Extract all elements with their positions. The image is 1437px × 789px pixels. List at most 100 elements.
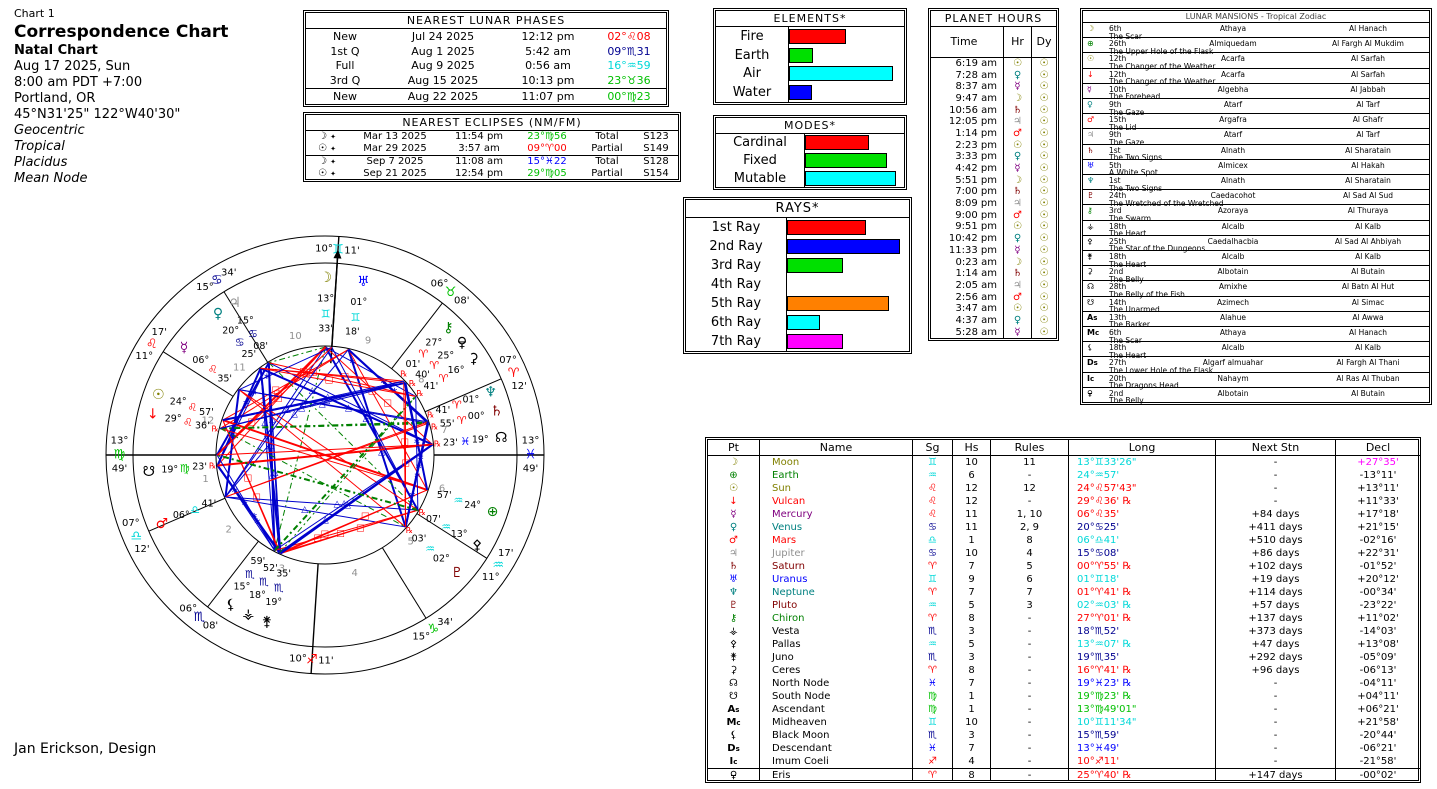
setting-zodiac-center: Geocentric xyxy=(14,123,85,138)
point-name-cell: Black Moon xyxy=(760,729,913,742)
ray-bar xyxy=(787,239,900,254)
hour-planet: ♀ xyxy=(1003,69,1031,81)
next-station-cell: +510 days xyxy=(1216,534,1336,547)
cusp-12-degree: 11° xyxy=(135,351,153,362)
venus-sign-icon: ♋ xyxy=(235,336,245,349)
venus-icon: ♀ xyxy=(1013,233,1022,245)
black-moon-degree: 15° xyxy=(234,582,251,593)
house-cell: 8 xyxy=(953,664,991,677)
mansion-ordinal: 6th xyxy=(1109,24,1122,33)
cusp-1-sign-icon: ♍ xyxy=(114,448,126,463)
hour-time: 3:33 pm xyxy=(955,151,997,163)
solar-eclipse-icon: ☉ ✦ xyxy=(317,167,337,179)
longitude-cell: 02°♒03' ℞ xyxy=(1069,599,1216,612)
mansion-arabic-name: Al Batn Al Hut xyxy=(1341,282,1395,292)
earth-icon: ⊕ xyxy=(729,470,738,481)
setting-zodiac: Tropical xyxy=(14,139,65,154)
aspect-line xyxy=(222,419,282,554)
aspect-line xyxy=(268,346,326,364)
aspect-marker-icon: □ xyxy=(400,437,409,447)
mercury-degree: 06° xyxy=(192,355,209,366)
south-node-sign-icon: ♍ xyxy=(180,462,190,475)
lunar-mansion-row: ⚷ 3rd Azoraya Al Thuraya The Swarm xyxy=(1083,204,1429,222)
aspect-line xyxy=(324,346,419,511)
rules-cell: - xyxy=(991,612,1069,625)
eclipse-date: Mar 29 2025 xyxy=(363,143,427,155)
declination-cell: +06°21' xyxy=(1357,704,1399,715)
aspect-line xyxy=(238,389,419,511)
sun-icon: ☉ xyxy=(1039,186,1049,198)
planet-hour-row: 4:42 pm ☿ ☉ xyxy=(931,162,1056,175)
aspect-line xyxy=(238,346,333,391)
house-cell: 3 xyxy=(953,729,991,742)
midheaven-arrowhead xyxy=(333,249,342,259)
mars-sign-icon: ♎ xyxy=(190,503,200,516)
hour-time: 9:47 am xyxy=(955,92,997,104)
mansion-name: Almicex xyxy=(1218,160,1248,170)
declination-cell: -06°13' xyxy=(1359,665,1397,676)
element-bar xyxy=(789,47,813,63)
ray-label: 2nd Ray xyxy=(709,239,763,254)
next-station-cell: +96 days xyxy=(1216,664,1336,677)
eclipses-rows: ☽ ✦ Mar 13 2025 11:54 pm 23°♍56 Total S123 ☉ ✦… xyxy=(306,131,678,179)
mansion-name: Athaya xyxy=(1219,24,1247,33)
house-number-8: 8 xyxy=(418,375,424,386)
phase-time: 5:42 am xyxy=(525,44,571,58)
neptune-minute: 41' xyxy=(435,405,450,416)
point-glyph-cell: ↓ xyxy=(708,495,760,508)
lunar-mansion-row: Ic 20th Nahaym Al Ras Al Thuban The Dragons … xyxy=(1083,371,1429,389)
aspect-marker-icon: △ xyxy=(319,399,326,409)
element-row: Fire xyxy=(716,27,904,46)
day-planet: ☉ xyxy=(1031,209,1056,222)
mansion-arabic-name: Al Kalb xyxy=(1355,252,1381,262)
hour-planet: ♄ xyxy=(1003,104,1031,116)
column-header-name: Name xyxy=(760,440,913,456)
aspect-line xyxy=(220,427,428,491)
declination-cell: -13°11' xyxy=(1359,470,1397,481)
hour-time: 4:42 pm xyxy=(955,163,997,175)
aspect-line xyxy=(225,496,406,528)
point-name-cell: Mars xyxy=(760,534,913,547)
black-moon-sign-icon: ♏ xyxy=(245,568,255,581)
aspect-line xyxy=(403,380,428,491)
vesta-icon: ⚶ xyxy=(1087,221,1094,231)
modes-title: MODES* xyxy=(716,118,904,134)
eclipse-time: 12:54 pm xyxy=(454,167,504,179)
aspect-marker-icon: △ xyxy=(363,414,370,424)
point-glyph-cell: ⚴ xyxy=(708,638,760,651)
planet-hours-rows: 6:19 am ☉ ☉ 7:28 am ♀ ☉ 8:37 am ☿ ☉ 9:47 am ☽ ☉ 10:5… xyxy=(931,57,1056,338)
sign-cell: ♒ xyxy=(913,469,953,482)
point-name-cell: Mercury xyxy=(760,508,913,521)
lunar-mansion-row: ♀ 9th Atarf Al Tarf The Gaze xyxy=(1083,98,1429,116)
pluto-sign-icon: ♒ xyxy=(425,542,435,555)
aspect-marker-icon: △ xyxy=(269,415,276,425)
mercury-minute: 35' xyxy=(217,373,232,384)
day-planet: ☉ xyxy=(1031,115,1056,128)
sun-icon: ☉ xyxy=(1039,268,1049,280)
mansion-meaning: The Swarm xyxy=(1109,213,1152,223)
house-cell: 11 xyxy=(953,508,991,521)
lunar-mansions-title: LUNAR MANSIONS - Tropical Zodiac xyxy=(1083,11,1429,23)
sun-icon: ☉ xyxy=(152,387,165,403)
mansion-ordinal: 9th xyxy=(1109,130,1122,140)
venus-icon: ♀ xyxy=(213,306,223,322)
pallas-degree: 13° xyxy=(451,529,468,540)
sun-icon: ☉ xyxy=(1039,139,1049,151)
lunar-mansion-row: ♇ 24th Caedacohot Al Sad Al Sud The Wretched… xyxy=(1083,189,1429,207)
eris-icon: ♀ xyxy=(457,335,467,351)
declination-cell: +13°08' xyxy=(1357,639,1399,650)
house-number-11: 11 xyxy=(233,363,246,374)
longitude-cell: 10°♊11'34" xyxy=(1069,716,1216,729)
cusp-6-minute: 17' xyxy=(498,548,513,559)
day-planet: ☉ xyxy=(1031,314,1056,327)
hour-planet: ♄ xyxy=(1003,186,1031,198)
mansion-ordinal: 6th xyxy=(1109,328,1122,338)
rules-cell: 8 xyxy=(991,534,1069,547)
house-cusp-4 xyxy=(310,563,319,674)
vulcan-icon: ↓ xyxy=(729,496,738,507)
vesta-icon: ⚶ xyxy=(729,626,738,637)
day-planet: ☉ xyxy=(1031,232,1056,245)
element-label: Fire xyxy=(740,28,764,44)
aspect-marker-icon: △ xyxy=(341,499,348,509)
eclipse-type: Partial xyxy=(591,143,623,155)
